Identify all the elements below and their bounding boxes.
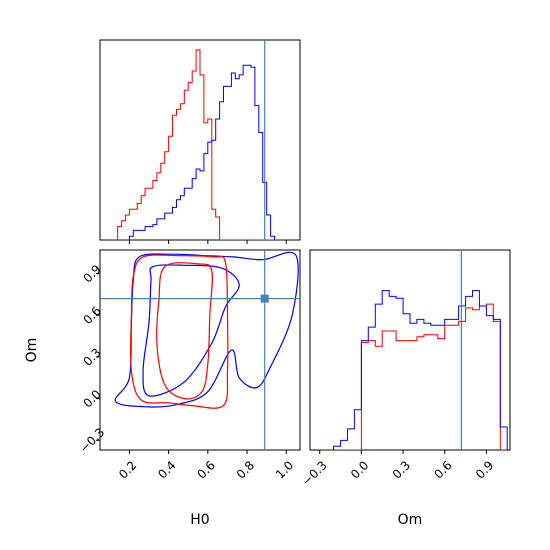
contour-frame bbox=[99, 249, 301, 451]
h0-xtick-label: 0.2 bbox=[116, 458, 139, 481]
om-axis-label: Om bbox=[398, 512, 423, 528]
om-histogram-panel bbox=[309, 249, 511, 451]
h0-histogram-frame bbox=[99, 39, 301, 241]
om-hist-xtick-label: 0.9 bbox=[473, 458, 496, 481]
om-y-axis-label: Om bbox=[24, 338, 40, 363]
om-ytick-label: −0.3 bbox=[77, 425, 108, 456]
h0-xtick-label: 0.8 bbox=[234, 458, 257, 481]
truth-marker bbox=[260, 294, 269, 303]
h0-histogram-panel bbox=[99, 39, 301, 241]
om-hist-xtick-label: 0.0 bbox=[348, 458, 371, 481]
contour-blue-level-1 bbox=[114, 251, 299, 408]
om-hist-series-blue bbox=[319, 290, 508, 450]
contour-blue-level-2 bbox=[142, 264, 240, 397]
om-hist-xtick-label: −0.3 bbox=[299, 458, 330, 489]
h0-xtick-label: 0.4 bbox=[155, 458, 178, 481]
h0-om-contour-panel bbox=[99, 249, 301, 451]
h0-hist-series-blue bbox=[109, 64, 291, 240]
h0-xtick-label: 0.6 bbox=[195, 458, 218, 481]
contour-red-level-1 bbox=[129, 254, 229, 409]
om-hist-series-red bbox=[319, 303, 508, 450]
om-hist-xtick-label: 0.6 bbox=[431, 458, 454, 481]
h0-xtick-label: 1.0 bbox=[273, 458, 296, 481]
h0-hist-series-red bbox=[109, 49, 291, 240]
om-hist-xtick-label: 0.3 bbox=[390, 458, 413, 481]
h0-axis-label: H0 bbox=[190, 512, 209, 528]
contour-red-level-2 bbox=[155, 262, 213, 400]
om-histogram-frame bbox=[309, 249, 511, 451]
